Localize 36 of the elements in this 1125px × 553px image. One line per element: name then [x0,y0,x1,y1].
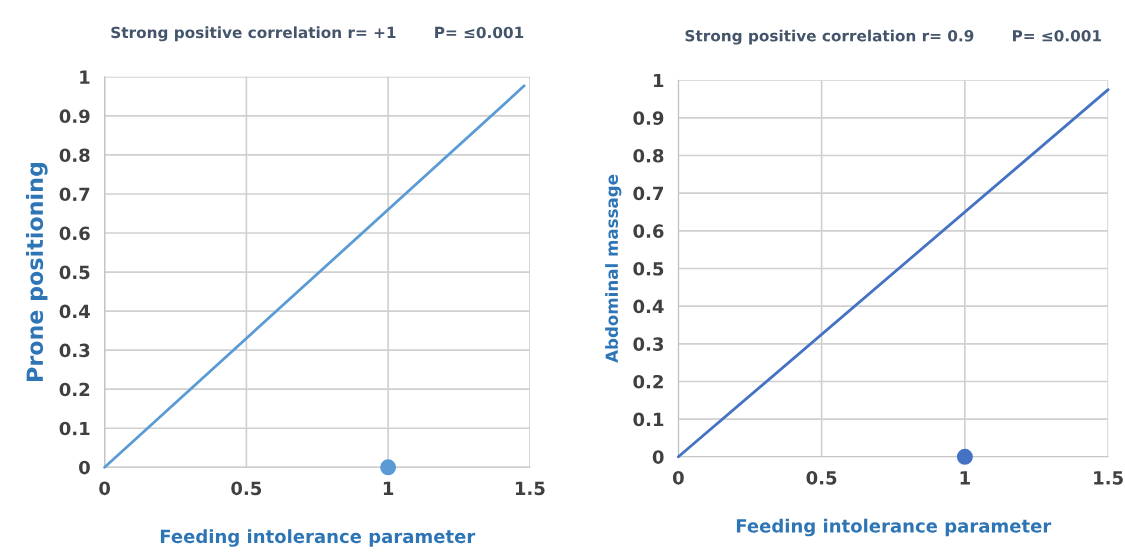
y-tick-label: 0.9 [633,111,664,125]
y-tick-label: 0.3 [59,343,90,358]
x-axis-title: Feeding intolerance parameter [736,518,1052,537]
y-tick-label: 0.7 [633,186,664,201]
y-tick-label: 0.1 [59,421,90,436]
y-tick-label: 0.3 [633,337,664,351]
x-tick-label: 1 [383,481,394,495]
x-tick-label: 1 [960,471,970,485]
y-tick-label: 0.2 [633,374,663,389]
y-tick-label: 0 [79,460,90,475]
x-tick-label: 0 [672,470,684,485]
y-tick-label: 0.4 [59,304,90,319]
x-tick-label: 1.5 [515,481,545,496]
y-tick-label: 0.7 [59,187,90,202]
y-tick-label: 1 [80,70,90,84]
y-axis-title: Prone positioning [25,163,48,381]
y-tick-label: 0.5 [633,261,664,276]
x-tick-label: 0.5 [231,481,262,496]
y-tick-label: 0.5 [59,265,90,280]
x-axis-title: Feeding intolerance parameter [160,529,476,547]
y-tick-label: 0.9 [59,109,90,124]
y-tick-label: 0.8 [59,148,90,163]
y-tick-label: 0.6 [59,226,90,241]
y-axis-title: Abdominal massage [605,174,622,363]
chart-title: Strong positive correlation r= 0.9 P= ≤0.001 [685,29,1101,45]
x-tick-label: 1.5 [1094,471,1123,485]
y-tick-label: 0 [652,450,664,464]
y-tick-label: 0.4 [633,299,664,314]
x-tick-label: 0 [99,481,111,496]
y-tick-label: 0.8 [633,148,664,163]
y-tick-label: 0.2 [59,382,90,397]
chart-title: Strong positive correlation r= +1 P= ≤0.001 [111,26,524,42]
y-tick-label: 0.6 [633,224,664,238]
y-tick-label: 1 [653,73,664,88]
x-tick-label: 0.5 [806,470,837,485]
y-tick-label: 0.1 [633,412,664,427]
